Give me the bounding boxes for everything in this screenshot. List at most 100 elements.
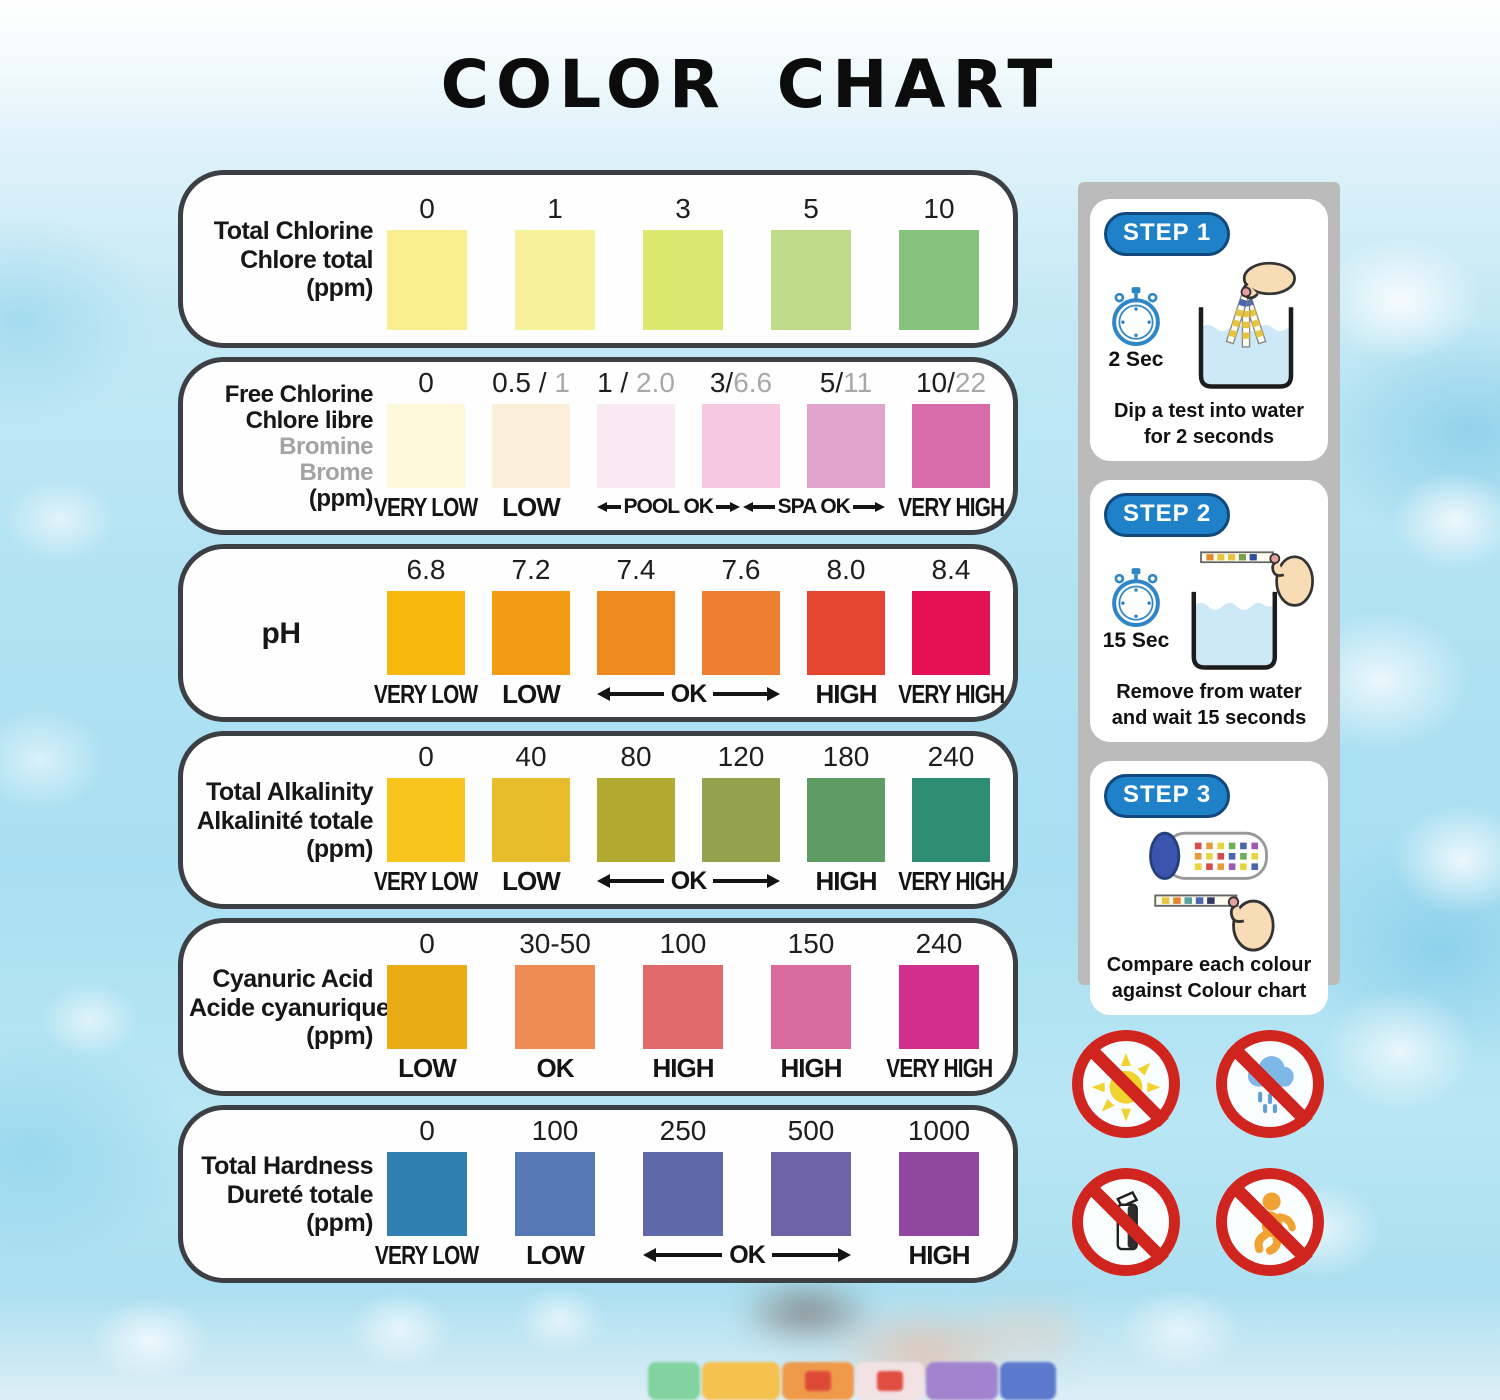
status-label: VERY LOW bbox=[374, 491, 478, 522]
status-label: HIGH bbox=[815, 678, 878, 709]
swatch-grid: 0 1 3 5 10 bbox=[387, 181, 997, 339]
value-label: 0 bbox=[419, 928, 435, 959]
status-label: OK bbox=[643, 1236, 851, 1274]
color-swatch bbox=[702, 404, 780, 488]
status-label: VERY LOW bbox=[374, 678, 478, 709]
status-label: VERY HIGH bbox=[897, 865, 1005, 896]
status-label: LOW bbox=[502, 678, 561, 709]
value-label: 1 / 2.0 bbox=[597, 367, 675, 398]
panel-label-line: pH bbox=[261, 616, 302, 650]
value-label: 7.4 bbox=[616, 554, 656, 585]
value-label: 1000 bbox=[907, 1115, 971, 1146]
panel-label-line: (ppm) bbox=[306, 1022, 373, 1051]
value-label: 100 bbox=[531, 1115, 579, 1146]
value-label: 0.5 / 1 bbox=[492, 367, 570, 398]
panel-label-line: Total Chlorine bbox=[213, 217, 374, 246]
hand-icon bbox=[1227, 896, 1275, 952]
status-label: VERY HIGH bbox=[897, 678, 1005, 709]
value-label: 0 bbox=[418, 367, 434, 398]
arrow-range-label: SPA OK bbox=[742, 495, 885, 519]
swatch-grid: 0 40 80 120 180 240 VERY LOW LOW OK HIGH VERY HIGH bbox=[374, 741, 1005, 900]
page-title: COLOR CHART bbox=[440, 46, 1060, 124]
color-swatch bbox=[643, 230, 723, 330]
value-label: 3 bbox=[675, 193, 691, 224]
step3-caption: Compare each colour against Colour chart bbox=[1106, 954, 1312, 1002]
color-swatch bbox=[807, 591, 885, 675]
panel-label: Total Hardness Dureté totale (ppm) bbox=[189, 1116, 387, 1274]
value-label: 5 bbox=[803, 193, 819, 224]
status-label: VERY HIGH bbox=[885, 1052, 993, 1083]
color-swatch bbox=[515, 965, 595, 1049]
value-label: 500 bbox=[787, 1115, 835, 1146]
value-label: 100 bbox=[659, 928, 707, 959]
value-label: 3/6.6 bbox=[709, 367, 773, 398]
panel-label-line: (ppm) bbox=[308, 484, 374, 512]
panel-label-line: Total Alkalinity bbox=[205, 778, 374, 807]
panel-label: Cyanuric Acid Acide cyanurique (ppm) bbox=[189, 929, 390, 1087]
timer-label: 2 Sec bbox=[1108, 347, 1164, 371]
status-label: VERY LOW bbox=[375, 1239, 479, 1270]
stopwatch-icon bbox=[1112, 567, 1160, 627]
panel-label-line: Chlore total bbox=[240, 245, 373, 274]
panel-label-line: Acide cyanurique bbox=[189, 993, 390, 1022]
color-swatch bbox=[899, 1152, 979, 1236]
swatch-grid: 6.8 7.2 7.4 7.6 8.0 8.4 VERY LOW LOW OK HIGH VERY … bbox=[374, 554, 1005, 713]
panel-cyanuric-acid: Cyanuric Acid Acide cyanurique (ppm) 0 30-50… bbox=[178, 918, 1018, 1096]
swimmer-photo-blur bbox=[730, 1278, 1080, 1400]
compare-chart-illustration bbox=[1149, 831, 1275, 952]
color-swatch bbox=[387, 1152, 467, 1236]
test-bottle-icon bbox=[1149, 831, 1268, 880]
panel-label: Total Chlorine Chlore total (ppm) bbox=[189, 181, 387, 339]
color-chart-panels: Total Chlorine Chlore total (ppm) 0 1 3 5 10 Fre… bbox=[178, 170, 1018, 1292]
instructions-panel: STEP 1 2 Sec bbox=[1078, 182, 1340, 1015]
value-label: 240 bbox=[927, 741, 975, 772]
stopwatch-icon bbox=[1112, 286, 1160, 346]
value-label: 0 bbox=[418, 741, 434, 772]
color-swatch bbox=[771, 965, 851, 1049]
status-label: HIGH bbox=[652, 1052, 715, 1083]
panel-ph: pH 6.8 7.2 7.4 7.6 8.0 8.4 VERY LOW LOW OK HIGH VER… bbox=[178, 544, 1018, 722]
color-swatch bbox=[702, 591, 780, 675]
color-swatch bbox=[899, 230, 979, 330]
test-strip-icon bbox=[1154, 894, 1238, 907]
status-label: VERY HIGH bbox=[897, 491, 1005, 522]
swatch-grid: 0 100 250 500 1000 VERY LOW LOW OK HIGH bbox=[375, 1115, 997, 1274]
panel-total-alkalinity: Total Alkalinity Alkalinité totale (ppm) 0 4… bbox=[178, 731, 1018, 909]
dip-strips-illustration bbox=[1198, 261, 1296, 389]
panel-label: pH bbox=[189, 555, 387, 713]
value-label: 180 bbox=[822, 741, 870, 772]
panel-label-line: (ppm) bbox=[306, 835, 373, 864]
color-swatch bbox=[597, 778, 675, 862]
panel-total-hardness: Total Hardness Dureté totale (ppm) 0 100 250 5… bbox=[178, 1105, 1018, 1283]
value-label: 6.8 bbox=[406, 554, 446, 585]
no-direct-sunlight-icon bbox=[1072, 1030, 1180, 1138]
value-label: 30-50 bbox=[519, 928, 591, 959]
remove-strip-illustration bbox=[1191, 551, 1314, 670]
step-card-3: STEP 3 bbox=[1090, 761, 1328, 1015]
color-swatch bbox=[387, 230, 467, 330]
color-swatch bbox=[771, 230, 851, 330]
step3-badge: STEP 3 bbox=[1104, 774, 1231, 818]
panel-free-chlorine-bromine: Free Chlorine Chlore libre Bromine Brome (pp… bbox=[178, 357, 1018, 535]
value-label: 10/22 bbox=[915, 367, 987, 398]
color-swatch bbox=[807, 778, 885, 862]
status-label: POOL OK SPA OK bbox=[597, 488, 885, 526]
arrow-range-label: OK bbox=[643, 1241, 851, 1270]
status-label: HIGH bbox=[815, 865, 878, 896]
panel-label: Free Chlorine Chlore libre Bromine Brome (pp… bbox=[189, 368, 387, 526]
status-label: LOW bbox=[502, 491, 561, 522]
status-label: OK bbox=[536, 1052, 575, 1083]
keep-container-closed-icon bbox=[1072, 1168, 1180, 1276]
panel-total-chlorine: Total Chlorine Chlore total (ppm) 0 1 3 5 10 bbox=[178, 170, 1018, 348]
value-label: 8.4 bbox=[931, 554, 971, 585]
step-card-1: STEP 1 2 Sec bbox=[1090, 199, 1328, 461]
hand-icon bbox=[1240, 261, 1296, 300]
panel-label-line: Dureté totale bbox=[226, 1180, 374, 1209]
step1-badge: STEP 1 bbox=[1104, 212, 1231, 256]
value-label: 150 bbox=[787, 928, 835, 959]
color-swatch bbox=[492, 778, 570, 862]
swatch-grid: 0 30-50 100 150 240 LOW OK HIGH HIGH VERY HIGH bbox=[387, 928, 997, 1087]
value-label: 120 bbox=[717, 741, 765, 772]
panel-label-line: Total Hardness bbox=[201, 1152, 373, 1181]
value-label: 1 bbox=[547, 193, 563, 224]
